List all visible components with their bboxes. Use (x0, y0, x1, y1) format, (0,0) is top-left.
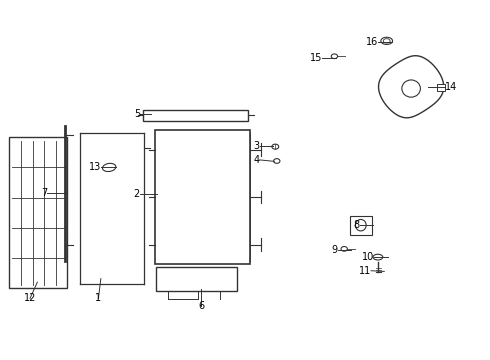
Ellipse shape (273, 159, 280, 163)
Ellipse shape (272, 144, 279, 149)
Ellipse shape (102, 163, 116, 171)
Text: 13: 13 (89, 162, 101, 172)
Text: 14: 14 (445, 82, 458, 92)
Text: 11: 11 (359, 266, 371, 276)
Bar (437, 84, 445, 91)
Text: 8: 8 (354, 220, 360, 230)
Text: 1: 1 (96, 293, 101, 303)
Text: 5: 5 (134, 109, 140, 119)
Bar (350, 216, 372, 234)
Text: 3: 3 (253, 141, 260, 151)
Ellipse shape (355, 220, 366, 231)
Bar (156, 267, 237, 291)
Text: 6: 6 (198, 301, 204, 311)
Text: 16: 16 (366, 37, 378, 47)
Polygon shape (379, 56, 444, 118)
Text: 2: 2 (134, 189, 140, 199)
Bar (155, 130, 250, 264)
Text: 9: 9 (332, 245, 338, 255)
Ellipse shape (373, 254, 383, 260)
Text: 10: 10 (362, 252, 374, 262)
Text: 4: 4 (253, 155, 260, 165)
Text: 15: 15 (310, 53, 322, 63)
Ellipse shape (341, 247, 347, 251)
Text: 7: 7 (41, 188, 47, 198)
Bar (144, 110, 248, 121)
Ellipse shape (381, 37, 392, 44)
Ellipse shape (331, 54, 338, 59)
Bar (9, 137, 67, 288)
Text: 12: 12 (24, 293, 36, 303)
